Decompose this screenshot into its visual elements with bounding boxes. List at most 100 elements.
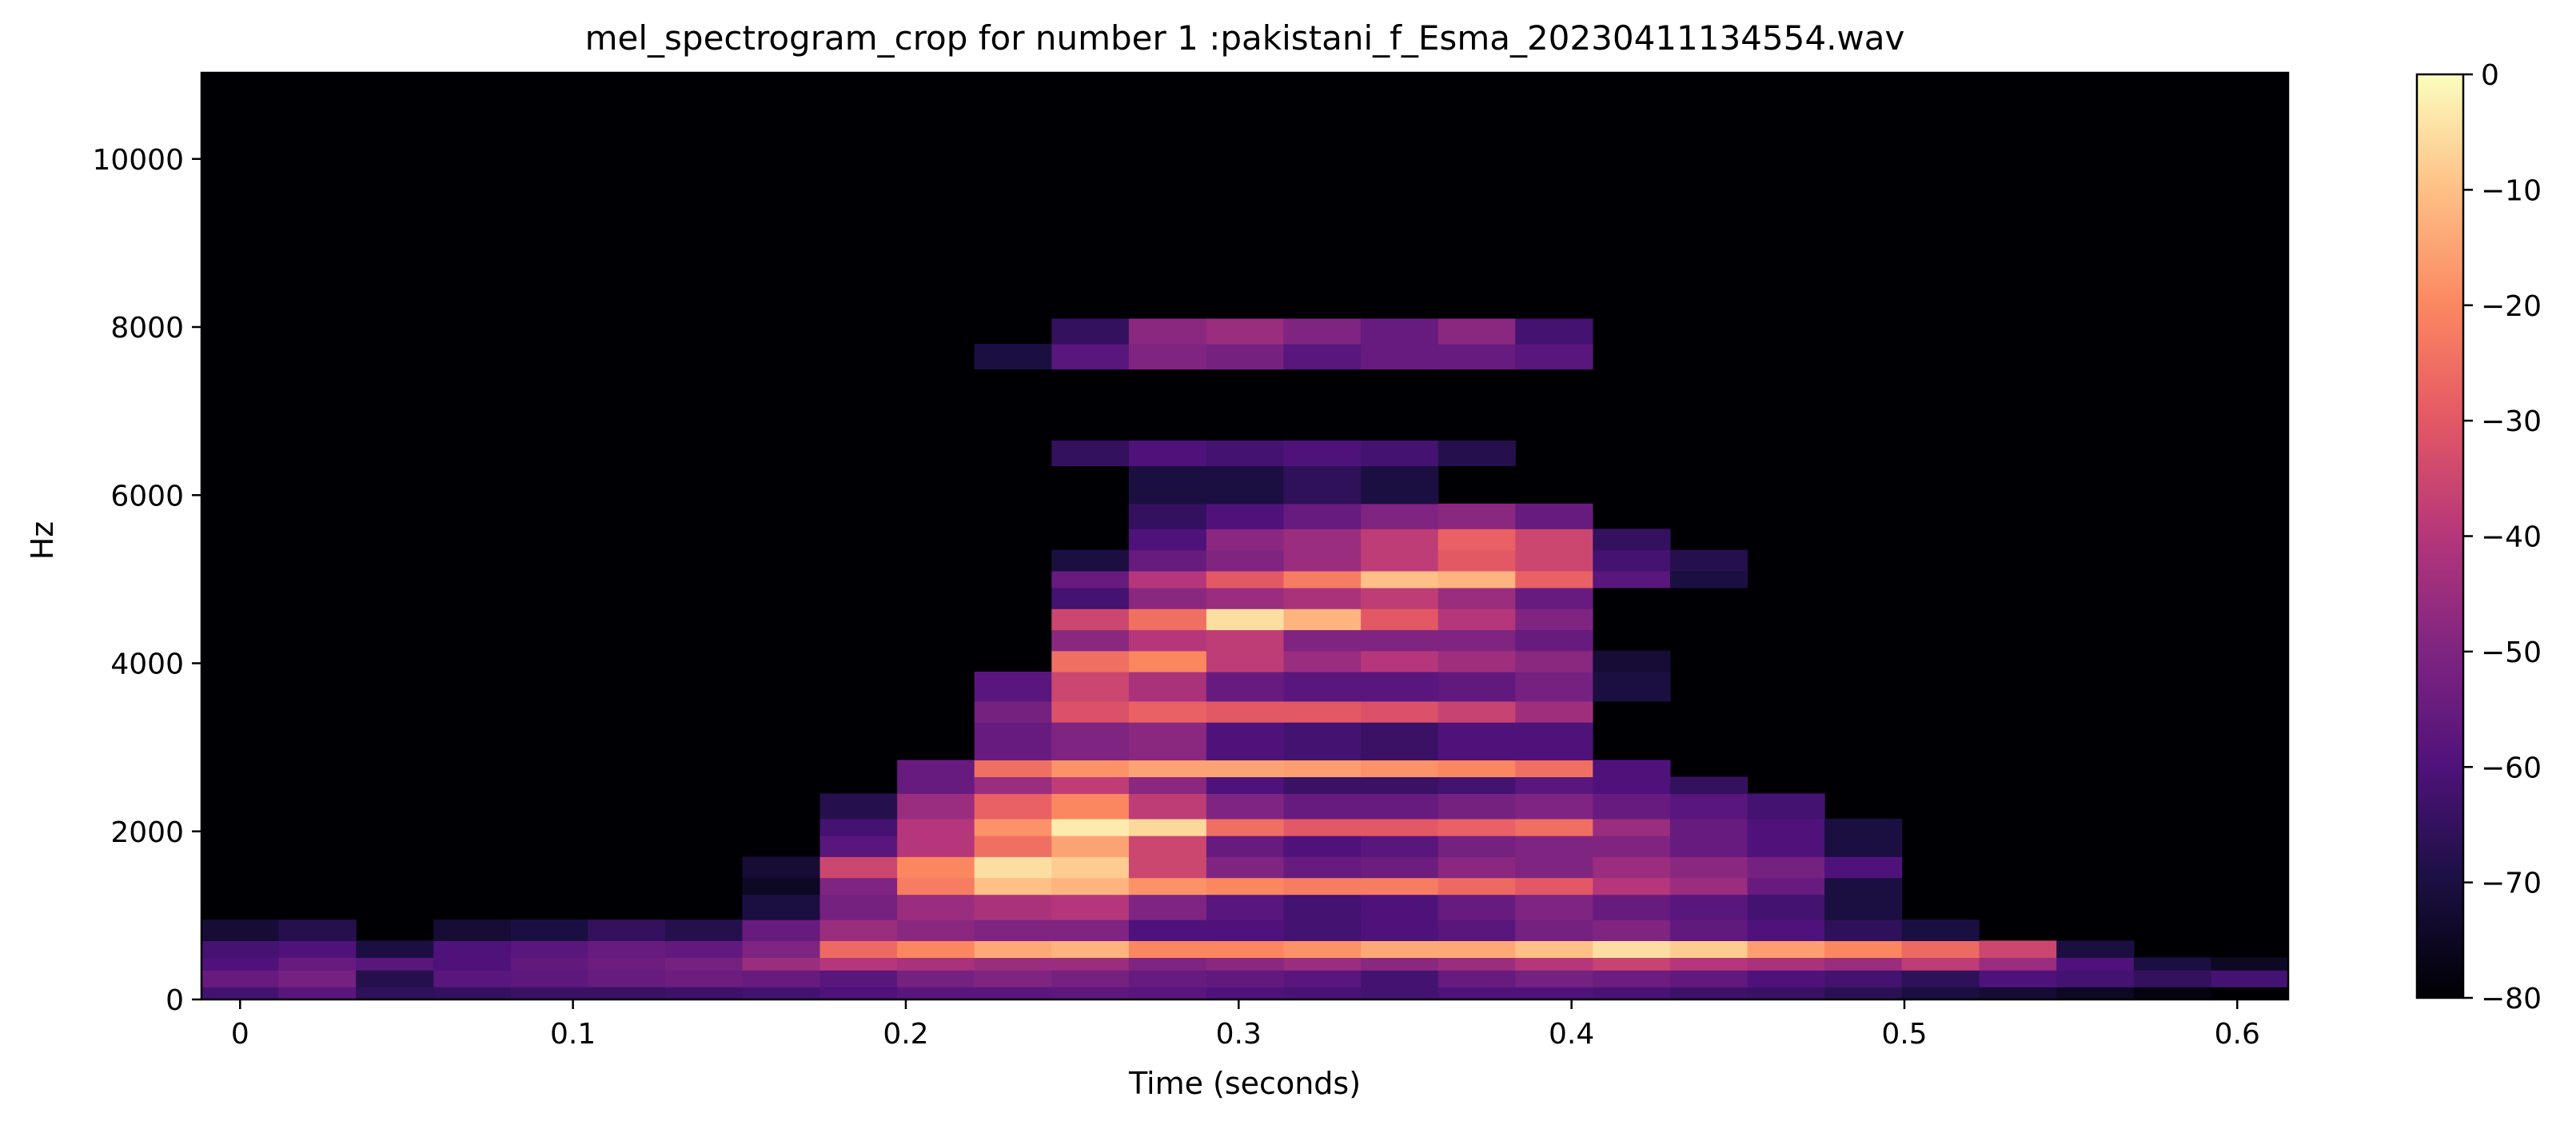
spectrogram-cell xyxy=(1438,570,1516,588)
spectrogram-cell xyxy=(742,894,820,920)
spectrogram-cell xyxy=(1361,722,1439,760)
spectrogram-cell xyxy=(819,877,898,896)
spectrogram-cell xyxy=(1283,894,1362,920)
spectrogram-cell xyxy=(1824,987,1903,1000)
spectrogram-cell xyxy=(1361,503,1439,529)
spectrogram-cell xyxy=(1206,940,1285,958)
colorbar xyxy=(2415,73,2465,999)
spectrogram-cell xyxy=(1206,877,1285,896)
spectrogram-cell xyxy=(1206,587,1285,609)
spectrogram-cell xyxy=(1206,957,1285,971)
spectrogram-cell xyxy=(1051,440,1130,466)
spectrogram-cell xyxy=(1593,650,1671,672)
spectrogram-cell xyxy=(1206,760,1285,777)
spectrogram-cell xyxy=(1515,894,1593,920)
spectrogram-cell xyxy=(974,344,1052,370)
spectrogram-cell xyxy=(1515,987,1593,1000)
spectrogram-cell xyxy=(1979,987,2057,1000)
spectrogram-cell xyxy=(1206,465,1285,505)
spectrogram-cell xyxy=(1593,549,1671,572)
spectrogram-cell xyxy=(1206,549,1285,572)
spectrogram-cell xyxy=(1669,970,1749,987)
spectrogram-cell xyxy=(1051,700,1130,723)
spectrogram-cell xyxy=(1051,318,1130,345)
spectrogram-cell xyxy=(1283,760,1362,777)
spectrogram-cell xyxy=(1361,987,1439,1000)
spectrogram-cell xyxy=(1669,877,1749,896)
spectrogram-cell xyxy=(1206,570,1285,588)
spectrogram-cell xyxy=(1979,970,2057,987)
spectrogram-cell xyxy=(1051,793,1130,820)
spectrogram-cell xyxy=(819,819,898,836)
spectrogram-cell xyxy=(974,957,1052,971)
spectrogram-cell xyxy=(1051,722,1130,760)
spectrogram-cell xyxy=(1438,987,1516,1000)
spectrogram-cell xyxy=(1669,894,1749,920)
spectrogram-cell xyxy=(2056,970,2135,987)
spectrogram-cell xyxy=(1128,970,1207,987)
spectrogram-cell xyxy=(897,970,975,987)
spectrogram-cell xyxy=(1438,793,1516,820)
spectrogram-cell xyxy=(1206,970,1285,987)
spectrogram-cell xyxy=(1361,650,1439,672)
spectrogram-cell xyxy=(742,856,820,879)
spectrogram-cell xyxy=(1438,549,1516,572)
spectrogram-cell xyxy=(1824,940,1903,958)
spectrogram-cell xyxy=(1283,344,1362,370)
spectrogram-cell xyxy=(819,793,898,820)
spectrogram-cell xyxy=(974,987,1052,1000)
spectrogram-cell xyxy=(1051,672,1130,702)
spectrogram-cell xyxy=(1593,957,1671,971)
spectrogram-cell xyxy=(1438,920,1516,941)
spectrogram-cell xyxy=(1128,722,1207,760)
spectrogram-cell xyxy=(819,970,898,987)
spectrogram-cell xyxy=(1206,920,1285,941)
spectrogram-cell xyxy=(1361,440,1439,466)
spectrogram-cell xyxy=(1128,776,1207,794)
spectrogram-cell xyxy=(974,894,1052,920)
spectrogram-cell xyxy=(356,957,434,971)
spectrogram-cell xyxy=(1206,608,1285,631)
spectrogram-cell xyxy=(1593,529,1671,551)
colorbar-tick-label: −30 xyxy=(2481,405,2542,438)
spectrogram-cell xyxy=(1593,877,1671,896)
spectrogram-cell xyxy=(974,700,1052,723)
spectrogram-cell xyxy=(897,877,975,896)
spectrogram-cell xyxy=(2056,940,2135,958)
spectrogram-cell xyxy=(1283,440,1362,466)
spectrogram-cell xyxy=(897,987,975,1000)
spectrogram-cell xyxy=(742,957,820,971)
spectrogram-cell xyxy=(742,940,820,958)
spectrogram-cell xyxy=(356,987,434,1000)
spectrogram-cell xyxy=(1206,894,1285,920)
spectrogram-cell xyxy=(1593,672,1671,702)
spectrogram-cell xyxy=(1669,920,1749,941)
spectrogram-cell xyxy=(1515,629,1593,652)
spectrogram-cell xyxy=(1206,503,1285,529)
spectrogram-cell xyxy=(1128,819,1207,836)
spectrogram-cell xyxy=(510,970,588,987)
spectrogram-cell xyxy=(1283,856,1362,879)
spectrogram-cell xyxy=(1361,760,1439,777)
spectrogram-cell xyxy=(1515,760,1593,777)
spectrogram-cell xyxy=(278,957,357,971)
spectrogram-cell xyxy=(1206,629,1285,652)
spectrogram-cell xyxy=(1283,700,1362,723)
spectrogram-cell xyxy=(433,920,512,941)
spectrogram-cell xyxy=(1361,957,1439,971)
spectrogram-cell xyxy=(1051,877,1130,896)
spectrogram-cell xyxy=(1593,819,1671,836)
spectrogram-cell xyxy=(1361,877,1439,896)
spectrogram-cell xyxy=(897,894,975,920)
spectrogram-cell xyxy=(1515,776,1593,794)
spectrogram-cell xyxy=(819,894,898,920)
spectrogram-cell xyxy=(1206,700,1285,723)
spectrogram-cell xyxy=(1283,587,1362,609)
spectrogram-cell xyxy=(1438,318,1516,345)
spectrogram-cell xyxy=(588,940,666,958)
spectrogram-cell xyxy=(1669,987,1749,1000)
spectrogram-cell xyxy=(1128,587,1207,609)
spectrogram-cell xyxy=(1051,587,1130,609)
spectrogram-cell xyxy=(201,920,280,941)
spectrogram-cell xyxy=(278,940,357,958)
